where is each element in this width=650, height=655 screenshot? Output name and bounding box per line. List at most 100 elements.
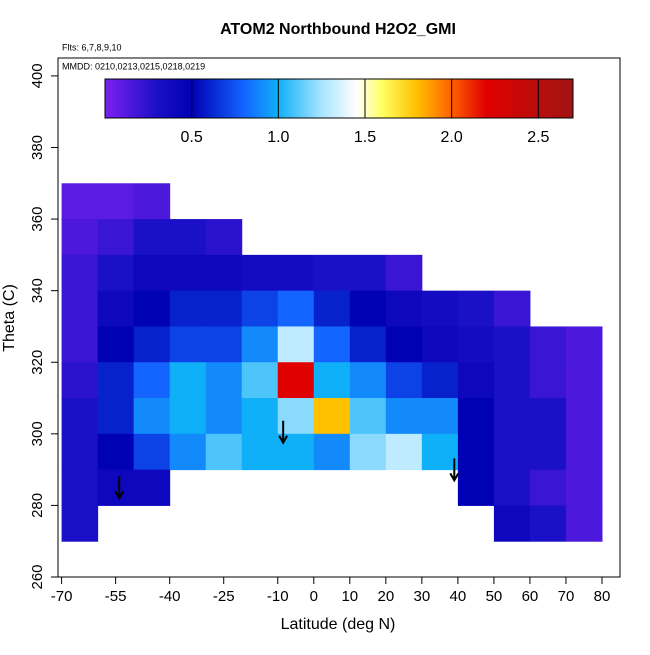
heat-cell	[493, 362, 531, 399]
heat-cell	[565, 326, 603, 363]
heat-cell	[349, 433, 387, 471]
heat-cell	[421, 398, 459, 435]
x-tick-label: 0	[310, 588, 318, 605]
x-tick-label: 10	[341, 588, 358, 605]
heat-cell	[133, 183, 171, 220]
heat-cell	[529, 398, 567, 435]
heat-cell	[169, 219, 207, 256]
colorbar-tick-label: 0.5	[181, 129, 203, 146]
heat-cell	[457, 362, 495, 399]
y-tick-label: 260	[29, 564, 46, 589]
heat-cell	[313, 290, 351, 327]
heat-cell	[457, 326, 495, 363]
heat-cell	[493, 433, 531, 471]
heat-cell	[349, 254, 387, 292]
x-tick-label: 70	[558, 588, 575, 605]
heat-cell	[205, 362, 243, 399]
heat-cell	[241, 433, 279, 471]
heat-cell	[61, 254, 99, 292]
heat-cell	[97, 362, 135, 399]
arrow	[278, 420, 289, 445]
heat-cell	[241, 398, 279, 435]
heat-cell	[61, 433, 99, 471]
heat-cell	[421, 362, 459, 399]
heat-cell	[457, 290, 495, 327]
annotation: MMDD: 0210,0213,0215,0218,0219	[62, 61, 205, 71]
heat-cell	[565, 398, 603, 435]
heat-cell	[277, 254, 315, 292]
heat-cell	[61, 326, 99, 363]
colorbar-tick-label: 2.0	[441, 129, 463, 146]
heat-cell	[241, 290, 279, 327]
arrow	[449, 458, 460, 483]
x-tick-label: 40	[450, 588, 467, 605]
heat-cell	[133, 433, 171, 471]
y-tick-label: 300	[29, 421, 46, 446]
heat-cell	[133, 469, 171, 506]
x-tick-label: 60	[522, 588, 539, 605]
heat-cell	[169, 326, 207, 363]
heat-cell	[565, 433, 603, 471]
chart-title: ATOM2 Northbound H2O2_GMI	[220, 21, 456, 38]
heat-cell	[205, 219, 243, 256]
x-tick-label: 20	[377, 588, 394, 605]
heat-cell	[97, 219, 135, 256]
y-tick-label: 320	[29, 350, 46, 375]
heat-cell	[133, 398, 171, 435]
heat-cell	[205, 433, 243, 471]
heat-cell	[493, 326, 531, 363]
heat-cell	[97, 290, 135, 327]
heat-cell	[529, 433, 567, 471]
y-tick-label: 400	[29, 63, 46, 88]
heat-cell	[61, 290, 99, 327]
heat-cell	[277, 362, 315, 399]
heat-cell	[61, 219, 99, 256]
colorbar-tick-label: 2.5	[527, 129, 549, 146]
heat-cell	[313, 254, 351, 292]
heat-cell	[493, 290, 531, 327]
heat-cell	[457, 469, 495, 506]
y-tick-label: 360	[29, 207, 46, 232]
subtitle: Flts: 6,7,8,9,10	[62, 42, 122, 52]
heat-cell	[133, 219, 171, 256]
plot-frame	[57, 57, 621, 578]
heat-cell	[529, 326, 567, 363]
heat-cell	[133, 326, 171, 363]
heat-cell	[61, 362, 99, 399]
heat-cell	[205, 290, 243, 327]
arrow	[114, 476, 125, 501]
heat-cell	[133, 254, 171, 292]
heat-cell	[133, 362, 171, 399]
heat-cell	[169, 290, 207, 327]
heat-cell	[169, 398, 207, 435]
heat-cell	[133, 290, 171, 327]
heat-cell	[493, 398, 531, 435]
heat-cell	[61, 398, 99, 435]
heat-cell	[97, 433, 135, 471]
heat-cell	[349, 326, 387, 363]
heat-cell	[61, 469, 99, 506]
heat-cell	[529, 469, 567, 506]
x-tick-label: -55	[105, 588, 127, 605]
x-tick-label: -25	[213, 588, 235, 605]
x-tick-label: 80	[594, 588, 611, 605]
heat-cell	[349, 290, 387, 327]
x-tick-label: -10	[267, 588, 289, 605]
colorbar	[104, 78, 574, 119]
heat-cell	[277, 290, 315, 327]
heat-cell	[385, 433, 423, 471]
heat-cell	[421, 290, 459, 327]
heat-cell	[385, 326, 423, 363]
heat-cell	[61, 183, 99, 220]
heat-cell	[205, 326, 243, 363]
heatmap	[61, 183, 603, 542]
heat-cell	[205, 398, 243, 435]
heat-cell	[277, 326, 315, 363]
heat-cell	[493, 469, 531, 506]
heat-cell	[205, 254, 243, 292]
y-tick-label: 280	[29, 493, 46, 518]
y-tick-label: 380	[29, 135, 46, 160]
heat-cell	[97, 398, 135, 435]
heat-cell	[565, 505, 603, 542]
heat-cell	[313, 326, 351, 363]
